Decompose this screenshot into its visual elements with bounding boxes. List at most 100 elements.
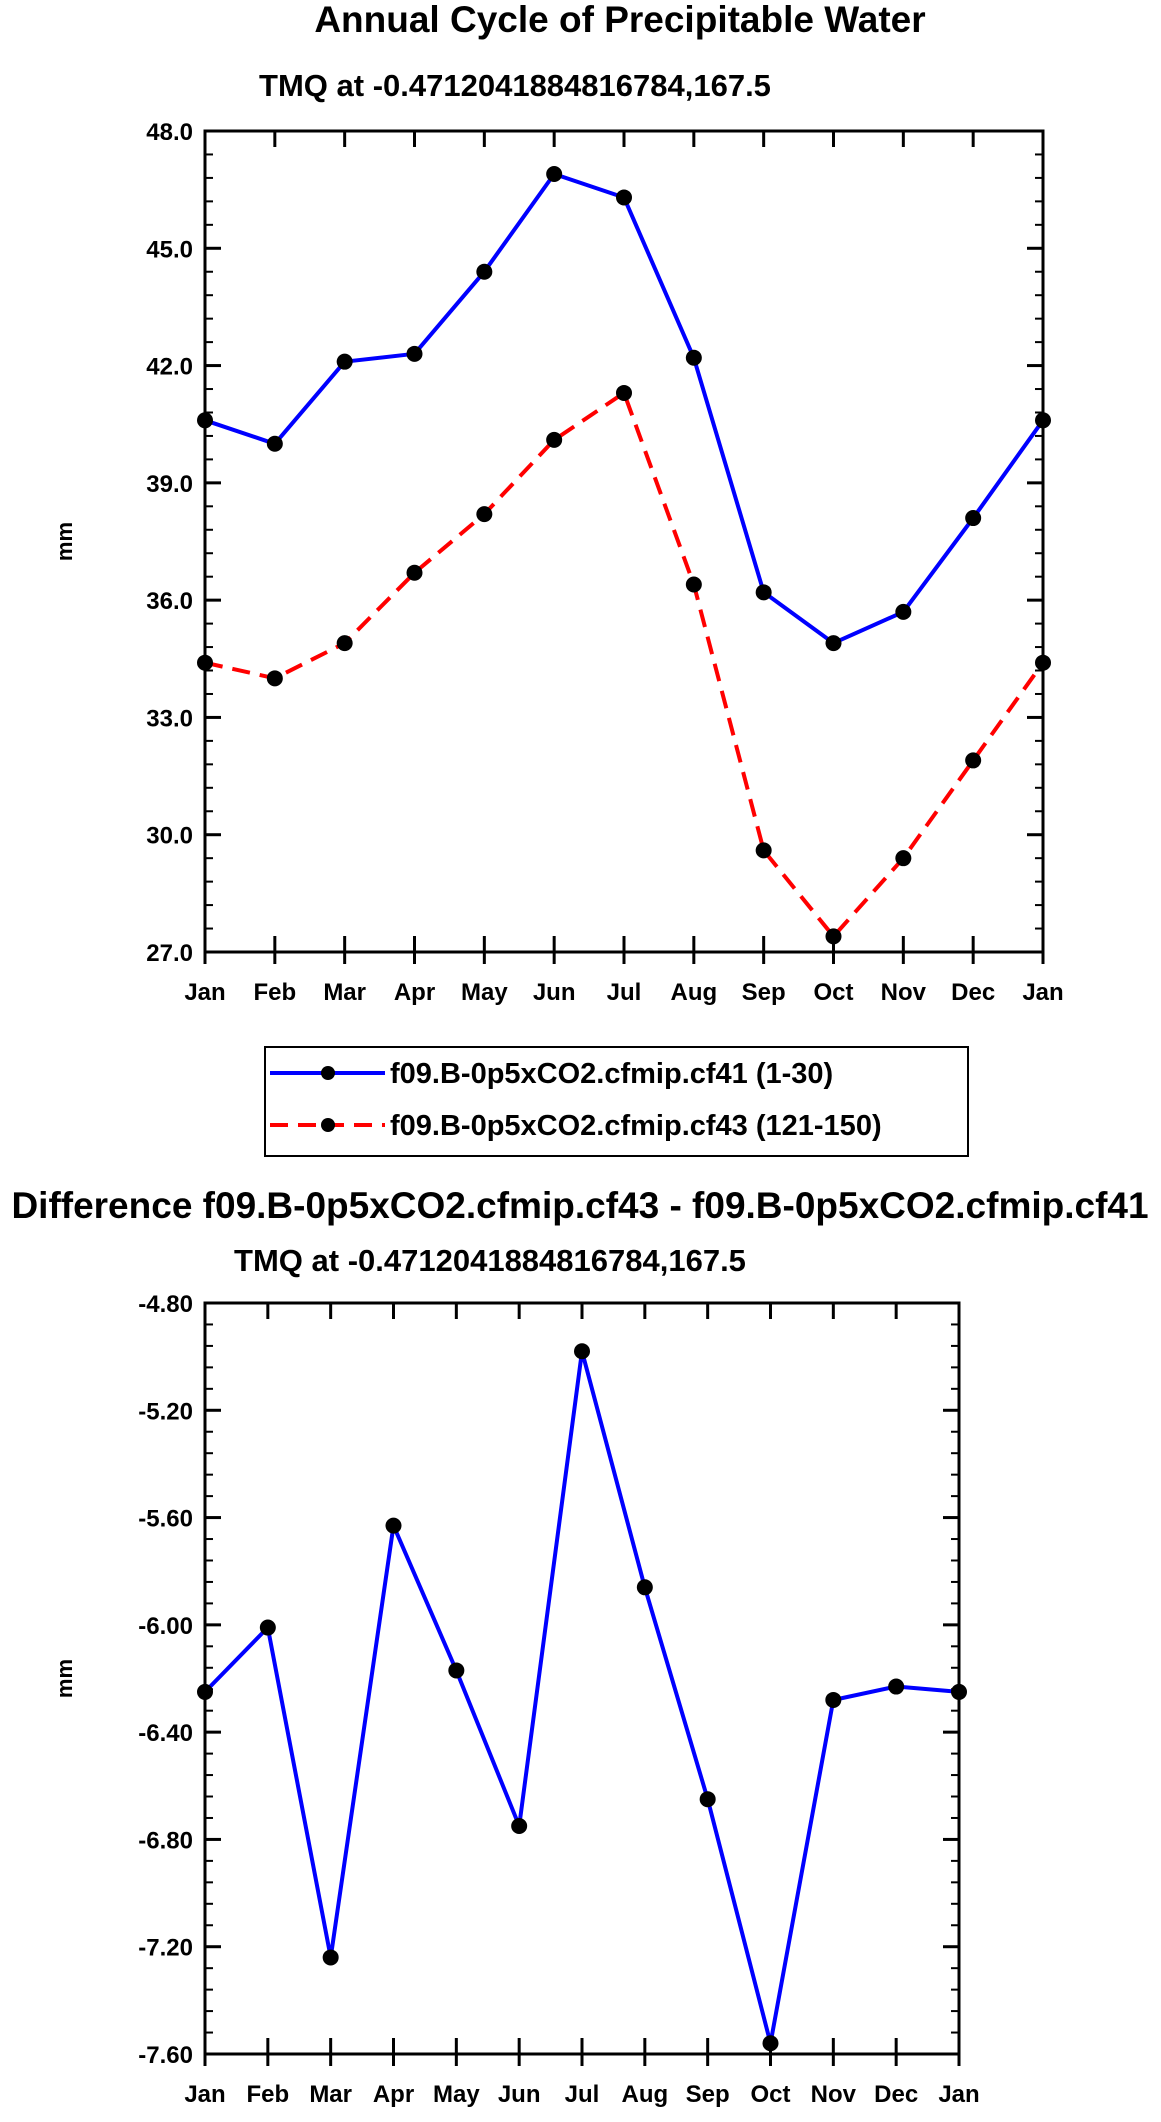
chart1-series1-point [895,603,912,620]
chart2-xtick-label: Jan [184,2081,225,2108]
chart1-series2-point [1035,654,1051,671]
chart2-series1-point [259,1619,276,1636]
chart2-ylabel: mm [52,1659,77,1698]
chart1-series1-point [336,353,353,370]
chart1-series2-line [204,390,1045,939]
chart1-xtick-label: Feb [253,979,296,1006]
chart1-xtick-label: Jan [184,979,225,1006]
chart1-series1-point [825,635,842,652]
chart1-series1-point [266,435,283,452]
chart2-series1-point [636,1579,653,1596]
chart2-series1-point [951,1683,967,1700]
chart2-series1-point [825,1691,842,1708]
chart2-ytick-label: -5.20 [138,1398,193,1425]
chart1-ytick-label: 39.0 [146,471,193,498]
chart1-series2-point [546,431,563,448]
chart2-series1-point [448,1662,465,1679]
chart1-series1-point [476,263,493,280]
chart1-plot: 27.0 30.0 33.0 36.0 39.0 42.0 45.0 48.0 Jan Feb Ma… [52,119,1064,1006]
chart2-series1-point [511,1818,528,1835]
chart2-series1-point [197,1683,213,1700]
chart1-xtick-label: Nov [881,979,927,1006]
chart2-xtick-label: Aug [622,2081,669,2108]
chart1-ytick-label: 45.0 [146,236,193,263]
chart1-frame [203,129,1045,954]
chart2-series1-point [385,1517,402,1534]
chart1-series1-point [616,189,632,206]
chart1-ytick-label: 42.0 [146,354,193,381]
chart1-xtick-label: Mar [323,979,366,1006]
chart1-legend: f09.B-0p5xCO2.cfmip.cf41 (1-30) f09.B-0p… [264,1046,969,1157]
chart1-series2-point [336,635,353,652]
chart1-series1-point [965,510,982,527]
chart1-series1-point [406,345,423,362]
chart2-plot: -7.60 -7.20 -6.80 -6.40 -6.00 -5.60 -5.20 -4.80… [52,1291,980,2108]
chart1-series2-point [685,576,702,593]
chart2-series1-point [762,2035,779,2052]
legend-label-series2: f09.B-0p5xCO2.cfmip.cf43 (121-150) [390,1110,882,1142]
chart2-xtick-label: Nov [811,2081,857,2108]
chart2-ytick-label: -6.80 [138,1827,193,1854]
chart2-title: Difference f09.B-0p5xCO2.cfmip.cf43 - f0… [11,1185,1148,1226]
chart2-xtick-label: Apr [373,2081,414,2108]
chart1-series2-point [197,654,213,671]
chart1-xtick-label: Oct [813,979,853,1006]
chart2-xtick-label: Jun [498,2081,541,2108]
chart2-xtick-label: Feb [246,2081,289,2108]
chart2-series1-point [574,1343,590,1360]
chart2-series1-point [699,1791,716,1808]
chart2-ytick-label: -6.40 [138,1720,193,1747]
chart1-xtick-label: Jul [607,979,642,1006]
chart1-xtick-label: Dec [951,979,995,1006]
chart2-subtitle: TMQ at -0.4712041884816784,167.5 [234,1243,746,1278]
chart2-ytick-label: -6.00 [138,1613,193,1640]
chart1-title: Annual Cycle of Precipitable Water [314,0,925,40]
chart1-ytick-label: 30.0 [146,823,193,850]
legend-marker-series2 [321,1118,335,1132]
chart2-series1-point [322,1949,339,1966]
chart2-xtick-label: Jul [565,2081,600,2108]
chart1-series2-point [825,928,842,945]
chart1-xtick-label: Sep [742,979,786,1006]
chart2-xtick-label: May [433,2081,480,2108]
chart1-series1-point [546,166,563,183]
chart1-series2-point [266,670,283,687]
chart2-xtick-label: Sep [686,2081,730,2108]
chart1-series1-point [755,584,772,601]
chart2-series1-point [888,1678,905,1695]
chart1-subtitle: TMQ at -0.4712041884816784,167.5 [259,68,771,103]
chart2-ytick-label: -7.60 [138,2042,193,2069]
chart2-ytick-label: -7.20 [138,1935,193,1962]
chart2-xtick-label: Mar [309,2081,352,2108]
chart1-series1-point [1035,412,1051,429]
chart1-ylabel: mm [52,522,77,561]
legend-label-series1: f09.B-0p5xCO2.cfmip.cf41 (1-30) [390,1058,833,1090]
chart1-xtick-label: Aug [671,979,718,1006]
chart1-ytick-label: 36.0 [146,588,193,615]
chart2-ytick-label: -4.80 [138,1291,193,1318]
chart2-xtick-label: Dec [874,2081,918,2108]
chart1-xtick-label: Apr [394,979,435,1006]
chart1-series2-point [965,752,982,769]
chart1-ytick-label: 48.0 [146,119,193,146]
chart1-ytick-label: 33.0 [146,705,193,732]
chart1-series2-point [755,842,772,859]
chart1-series2-point [476,506,493,523]
chart1-xtick-label: Jun [533,979,576,1006]
chart1-series1-point [685,349,702,366]
chart1-series2-point [616,384,632,401]
chart1-series2-point [406,564,423,581]
legend-box [264,1046,969,1157]
chart1-ytick-label: 27.0 [146,940,193,967]
chart2-ytick-label: -5.60 [138,1506,193,1533]
chart1-xtick-label: Jan [1022,979,1063,1006]
chart1-series1-point [197,412,213,429]
legend-marker-series1 [321,1066,335,1080]
chart1-series2-point [895,850,912,867]
chart2-frame [203,1301,961,2056]
chart1-xtick-label: May [461,979,508,1006]
chart1-series1-line [204,172,1045,646]
chart2-series1-line [203,1349,960,2046]
chart2-xtick-label: Oct [750,2081,790,2108]
